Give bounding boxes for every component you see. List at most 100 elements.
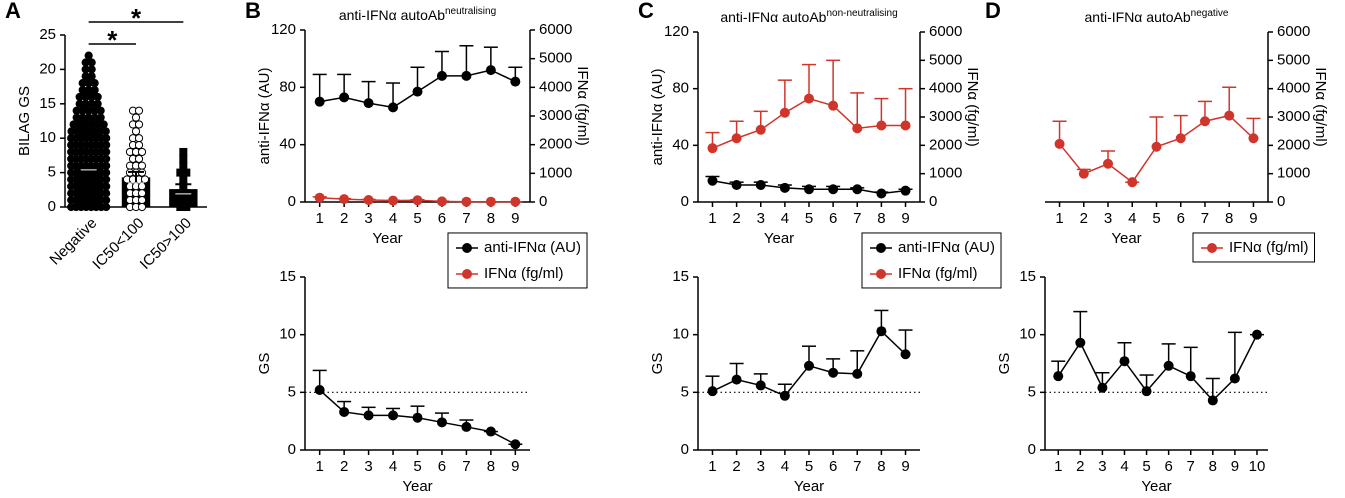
point — [134, 140, 144, 150]
y2-axis-label: IFNα (fg/ml) — [964, 67, 981, 147]
y2-tick-label: 5000 — [929, 51, 962, 68]
point — [436, 70, 447, 81]
point — [828, 100, 839, 111]
series-line — [1057, 334, 1258, 402]
x-tick-label: 1 — [708, 210, 716, 227]
x-axis-label: Year — [402, 478, 432, 495]
point — [388, 102, 399, 113]
x-axis-label: Year — [372, 230, 402, 247]
point — [876, 120, 887, 131]
y2-tick-label: 2000 — [539, 136, 572, 153]
point — [510, 76, 521, 87]
point — [461, 196, 472, 207]
legend: anti-IFNα (AU) IFNα (fg/ml) — [861, 232, 1002, 289]
point — [102, 134, 111, 143]
y-tick-label: 20 — [39, 60, 56, 77]
legend-label: IFNα (fg/ml) — [898, 265, 978, 282]
point — [707, 143, 718, 154]
y2-tick-label: 4000 — [929, 80, 962, 97]
legend-marker — [876, 269, 886, 279]
point — [388, 195, 399, 206]
point — [84, 51, 93, 60]
x-tick-label: 3 — [364, 458, 372, 475]
point — [176, 203, 185, 211]
y2-tick-label: 0 — [1277, 193, 1285, 210]
point — [412, 412, 423, 423]
x-tick-label: 6 — [1164, 458, 1172, 475]
x-tick-label: 7 — [462, 210, 470, 227]
point — [339, 406, 350, 417]
x-tick-label: 5 — [805, 458, 813, 475]
point — [102, 202, 111, 212]
point — [93, 99, 102, 108]
x-tick-label: 5 — [805, 210, 813, 227]
point — [510, 439, 521, 450]
y-tick-label: 15 — [1019, 268, 1036, 285]
point — [96, 106, 105, 115]
point — [137, 202, 147, 212]
y-tick-label: 0 — [681, 193, 689, 210]
x-tick-label: 7 — [1187, 458, 1195, 475]
y2-tick-label: 3000 — [1277, 108, 1310, 125]
x-tick-label: 4 — [781, 210, 789, 227]
point — [461, 70, 472, 81]
point — [102, 147, 111, 157]
y-axis-label: anti-IFNα (AU) — [649, 68, 666, 165]
point — [339, 194, 350, 205]
y-tick-label: 80 — [279, 78, 296, 95]
y2-axis-label: IFNα (fg/ml) — [574, 66, 591, 146]
x-tick-label: 10 — [1249, 458, 1266, 475]
point — [134, 134, 144, 143]
y2-tick-label: 2000 — [929, 136, 962, 153]
legend: anti-IFNα (AU) IFNα (fg/ml) — [447, 232, 588, 289]
title-superscript: neutralising — [445, 6, 496, 17]
legend-marker — [462, 269, 472, 279]
x-tick-label: 9 — [901, 210, 909, 227]
x-tick-label: 5 — [413, 210, 421, 227]
y-tick-label: 120 — [271, 21, 296, 38]
x-tick-label: 9 — [1231, 458, 1239, 475]
x-tick-label: 7 — [853, 210, 861, 227]
x-tick-label: 1 — [316, 210, 324, 227]
x-tick-label: 3 — [757, 210, 765, 227]
x-tick-label: 2 — [1076, 458, 1084, 475]
point — [1078, 168, 1089, 179]
point — [182, 189, 191, 198]
title-superscript: negative — [1191, 8, 1229, 19]
legend-label: IFNα (fg/ml) — [484, 265, 564, 282]
point — [363, 194, 374, 205]
point — [731, 133, 742, 144]
point — [1151, 141, 1162, 152]
point — [131, 113, 141, 122]
point — [102, 175, 111, 184]
point — [96, 113, 105, 122]
point — [779, 390, 790, 401]
y2-tick-label: 3000 — [539, 107, 572, 124]
point — [1053, 371, 1064, 382]
x-axis-label: Year — [1141, 478, 1171, 495]
y2-tick-label: 4000 — [1277, 80, 1310, 97]
series-line — [712, 97, 906, 149]
y2-tick-label: 4000 — [539, 78, 572, 95]
point — [363, 98, 374, 109]
point — [1175, 133, 1186, 144]
y2-tick-label: 1000 — [539, 164, 572, 181]
point — [102, 168, 111, 177]
point — [900, 120, 911, 131]
point — [755, 124, 766, 135]
point — [182, 203, 191, 211]
point — [131, 127, 141, 136]
x-tick-label: 5 — [413, 458, 421, 475]
panel-letter: B — [245, 0, 261, 23]
x-tick-label: 6 — [438, 458, 446, 475]
point — [804, 360, 814, 371]
point — [140, 175, 150, 184]
point — [90, 85, 99, 95]
point — [179, 161, 188, 170]
x-tick-label: 1 — [1054, 458, 1062, 475]
y2-axis-label: IFNα (fg/ml) — [1312, 67, 1329, 147]
point — [176, 189, 185, 198]
point — [363, 410, 374, 421]
point — [1224, 110, 1235, 121]
